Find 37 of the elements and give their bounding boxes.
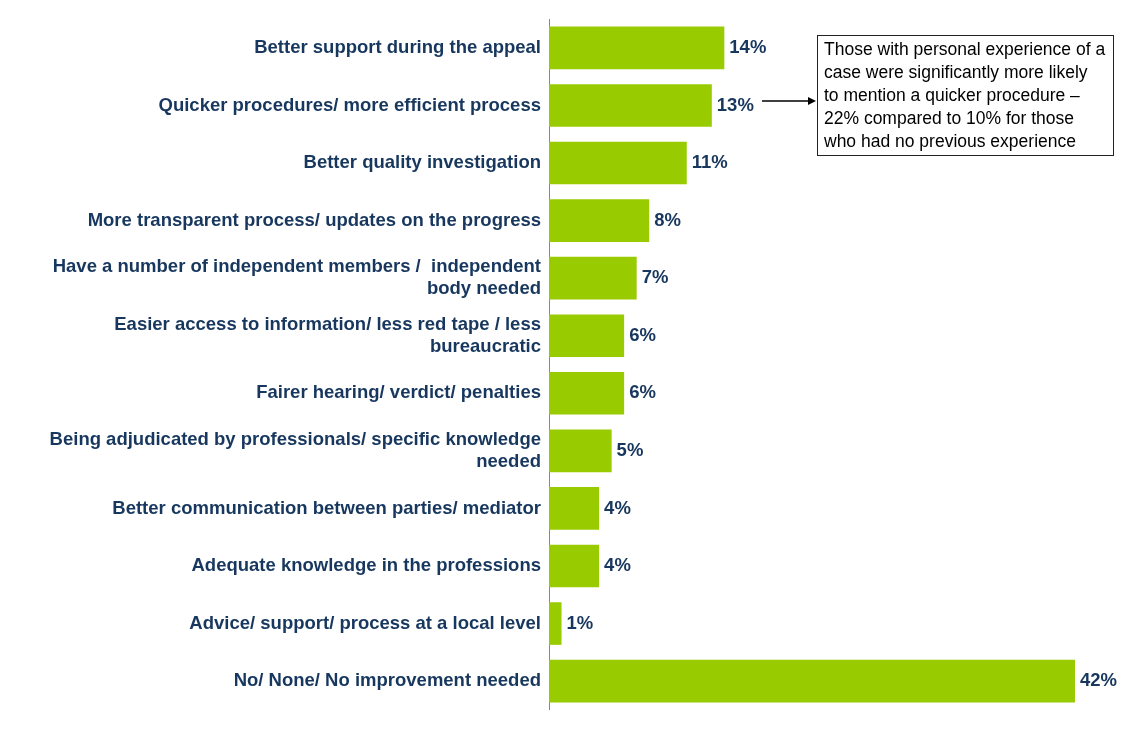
y-tick-label: Better support during the appeal — [254, 35, 541, 57]
y-tick-label: Fairer hearing/ verdict/ penalties — [256, 381, 541, 403]
bar — [549, 429, 612, 473]
data-label: 8% — [654, 208, 681, 230]
bar — [549, 314, 625, 358]
y-tick-label: Easier access to information/ less red tape / less bureaucratic — [114, 312, 541, 356]
data-label: 5% — [616, 438, 644, 460]
y-tick-label: Advice/ support/ process at a local level — [189, 611, 541, 633]
data-label: 7% — [641, 266, 669, 288]
y-tick-label: Better communication between parties/ mediator — [112, 496, 541, 518]
bar — [549, 256, 637, 300]
data-label: 6% — [629, 323, 656, 345]
bar — [549, 199, 650, 242]
y-tick-label: Adequate knowledge in the professions — [191, 554, 541, 576]
bar — [549, 84, 712, 127]
bar — [549, 26, 725, 70]
data-label: 42% — [1080, 669, 1118, 691]
data-label: 1% — [566, 611, 594, 633]
y-tick-label: Being adjudicated by professionals/ specific knowledge needed — [49, 427, 541, 472]
bar — [549, 487, 600, 530]
y-tick-label: No/ None/ No improvement needed — [233, 669, 541, 691]
y-tick-label: Quicker procedures/ more efficient process — [158, 93, 541, 115]
y-tick-label: Better quality investigation — [303, 151, 541, 173]
data-label: 6% — [629, 381, 656, 403]
bar — [549, 371, 625, 415]
bar — [549, 544, 600, 588]
bar — [549, 659, 1075, 703]
data-label: 4% — [604, 554, 631, 576]
data-label: 14% — [729, 35, 767, 57]
data-label: 4% — [604, 496, 631, 518]
y-tick-label: Have a number of independent members / independent body needed — [52, 255, 541, 299]
annotation: Those with personal experience of a case were significantly more likely to mention a quicker procedure – 22% compared to 10% for those who had no previous experience — [817, 35, 1114, 156]
y-tick-label: More transparent process/ updates on the progress — [87, 208, 541, 230]
data-label: 13% — [716, 93, 754, 115]
bar — [549, 602, 562, 645]
data-label: 11% — [691, 151, 728, 173]
bar — [549, 141, 687, 185]
